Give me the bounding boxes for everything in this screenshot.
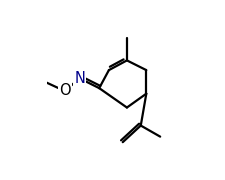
Text: N: N <box>74 71 85 86</box>
Text: O: O <box>58 83 70 98</box>
